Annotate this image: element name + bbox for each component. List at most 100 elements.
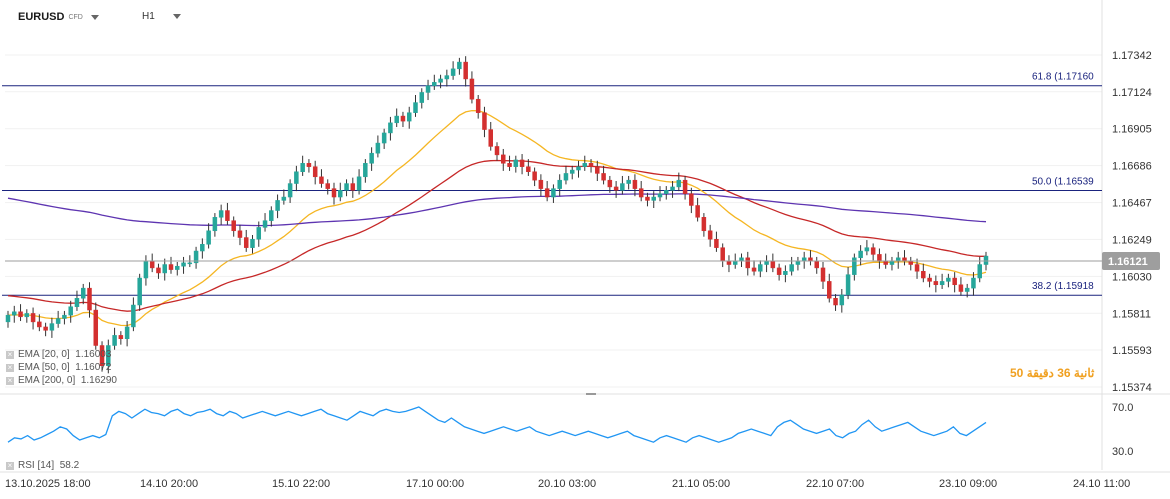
symbol-selector[interactable]: EURUSD CFD [18,11,99,23]
candle-body [55,318,61,324]
candle-body [225,210,230,221]
legend-rsi[interactable]: × RSI [14] 58.2 [6,460,79,471]
legend-value: 58.2 [59,460,80,471]
candle-body [764,260,769,265]
fib-level-label: 38.2 (1.15918 [1032,281,1094,292]
candle-body [845,274,851,296]
candle-body [325,183,330,189]
candle-body [137,277,142,306]
candle-body [726,260,732,265]
rsi-panel: 70.0 30.0 [7,402,1133,458]
legend-value: 1.16003 [75,349,112,360]
candle-body [99,345,105,366]
candle-body [444,75,450,80]
candle-body [494,146,500,156]
legend-ema20[interactable]: × EMA [20, 0] 1.16003 [6,349,111,360]
candle-body [275,200,280,211]
candles [5,56,989,374]
candle-body [356,176,362,191]
candle-body [914,264,920,272]
candle-body [463,61,468,80]
legend-label: EMA [20, 0] [18,349,70,360]
candle-body [601,173,606,181]
candle-body [143,260,149,279]
legend-ema200[interactable]: × EMA [200, 0] 1.16290 [6,375,117,386]
candle-body [921,271,926,279]
candle-body [250,238,255,248]
candle-body [331,188,337,198]
price-tick-label: 1.15811 [1112,308,1151,320]
candle-body [469,78,475,100]
timeframe-label: H1 [142,11,155,22]
price-tick-label: 1.17124 [1112,87,1152,99]
candle-body [394,115,399,124]
candle-body [80,287,86,299]
candle-body [613,186,619,191]
candle-body [363,163,368,178]
candle-body [93,309,99,346]
candle-body [68,306,73,316]
candle-body [626,179,631,184]
ema200-line [7,193,987,227]
candle-body [607,179,613,188]
time-tick-label: 14.10 20:00 [140,478,198,490]
time-tick-label: 13.10.2025 18:00 [5,478,91,490]
candle-body [758,264,763,272]
candle-body [952,277,957,286]
candle-body [632,179,638,189]
candle-body [5,314,11,323]
candle-body [488,129,493,147]
candle-body [827,281,832,299]
legend-ema50[interactable]: × EMA [50, 0] 1.16072 [6,362,111,373]
candle-body [563,173,569,181]
legend-value: 1.16072 [75,362,112,373]
candle-body [839,294,845,306]
rsi-tick-label: 30.0 [1112,446,1133,458]
price-tick-label: 1.16249 [1112,234,1152,246]
candle-body [243,237,249,248]
timeframe-selector[interactable]: H1 [142,11,181,22]
legend-label: EMA [200, 0] [18,375,76,386]
close-icon[interactable]: × [6,349,14,359]
chevron-down-icon [172,14,181,19]
candle-body [576,166,581,171]
rsi-tick-label: 70.0 [1112,402,1133,414]
legend-label: RSI [14] [18,460,55,471]
candle-body [319,176,324,184]
close-icon[interactable]: × [6,362,14,372]
candle-body [87,287,92,311]
candle-body [526,166,531,172]
candle-body [294,171,299,184]
candle-body [720,247,725,262]
candle-body [939,281,945,286]
close-icon[interactable]: × [6,460,14,470]
candle-body [306,163,312,167]
candle-body [338,190,343,198]
close-icon[interactable]: × [6,375,14,385]
candle-body [457,61,462,70]
symbol-suffix: CFD [68,13,83,21]
candle-body [638,188,644,198]
grid [0,0,1170,470]
candle-body [218,210,224,218]
candle-body [908,260,914,265]
fibonacci-levels: 61.8 (1.17160 50.0 (1.16539 38.2 (1.15918 [2,72,1102,296]
candle-body [149,260,155,269]
candle-body [281,196,287,201]
candle-body [676,179,682,188]
candle-body [24,313,30,318]
price-axis[interactable]: 1.17342 1.17124 1.16905 1.16686 1.16467 1.162… [5,50,1160,394]
candle-body [106,345,111,366]
candle-body [532,171,537,181]
time-axis[interactable]: 13.10.2025 18:00 14.10 20:00 15.10 22:00 17… [0,471,1170,490]
candle-body [369,152,374,164]
candle-body [438,78,443,83]
candle-body [783,271,788,275]
time-tick-label: 24.10 11:00 [1073,478,1130,490]
candle-body [175,265,180,270]
current-price-label: 1.16121 [1108,256,1148,268]
candle-body [300,163,305,172]
candle-body [946,277,951,282]
time-tick-label: 21.10 05:00 [672,478,730,490]
